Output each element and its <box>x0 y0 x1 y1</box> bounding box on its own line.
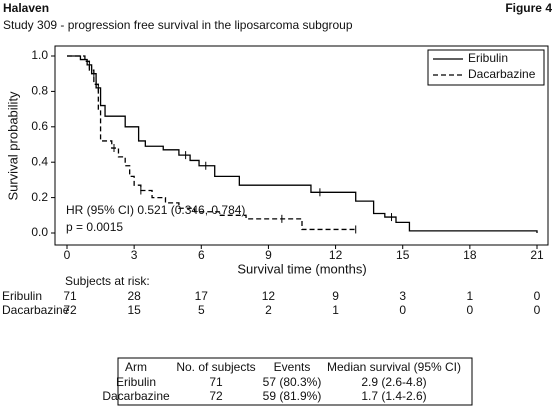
x-tick-label: 6 <box>198 248 205 262</box>
legend-label: Dacarbazine <box>468 67 536 81</box>
risk-count: 12 <box>262 289 276 303</box>
risk-count: 0 <box>399 303 406 317</box>
summary-frame <box>117 357 473 406</box>
legend-label: Eribulin <box>468 51 508 65</box>
x-tick-label: 21 <box>530 248 544 262</box>
summary-header: Median survival (95% CI) <box>327 360 461 374</box>
y-tick-label: 0.4 <box>31 154 48 168</box>
y-tick-label: 1.0 <box>31 48 48 62</box>
risk-count: 2 <box>265 303 272 317</box>
summary-cell: 57 (80.3%) <box>263 375 322 389</box>
y-tick-label: 0.2 <box>31 190 48 204</box>
annotation: HR (95% CI) 0.521 (0.346, 0.784) <box>66 203 245 217</box>
header-title: Halaven <box>3 1 49 15</box>
y-tick-label: 0.0 <box>31 225 48 239</box>
summary-cell: Eribulin <box>116 375 156 389</box>
x-tick-label: 18 <box>463 248 477 262</box>
chart-title: Study 309 - progression free survival in… <box>3 18 353 32</box>
risk-count: 0 <box>534 289 541 303</box>
risk-count: 72 <box>63 303 77 317</box>
y-tick-label: 0.6 <box>31 119 48 133</box>
risk-count: 0 <box>467 303 474 317</box>
summary-cell: 71 <box>209 375 223 389</box>
x-axis-label: Survival time (months) <box>237 261 366 276</box>
summary-cell: 2.9 (2.6-4.8) <box>361 375 426 389</box>
summary-cell: 1.7 (1.4-2.6) <box>361 389 426 403</box>
y-tick-label: 0.8 <box>31 84 48 98</box>
x-tick-label: 9 <box>265 248 272 262</box>
risk-arm: Dacarbazine <box>2 303 70 317</box>
x-tick-label: 15 <box>396 248 410 262</box>
risk-title: Subjects at risk: <box>65 274 150 288</box>
survival-curve <box>67 55 356 231</box>
survival-curve <box>67 55 538 233</box>
risk-count: 3 <box>399 289 406 303</box>
summary-cell: Dacarbazine <box>102 389 170 403</box>
summary-cell: 72 <box>209 389 223 403</box>
risk-count: 0 <box>534 303 541 317</box>
summary-cell: 59 (81.9%) <box>263 389 322 403</box>
y-axis-label: Survival probability <box>5 91 20 201</box>
annotation: p = 0.0015 <box>66 220 123 234</box>
risk-count: 1 <box>332 303 339 317</box>
summary-header: Arm <box>125 360 147 374</box>
risk-count: 1 <box>467 289 474 303</box>
risk-count: 9 <box>332 289 339 303</box>
risk-count: 17 <box>195 289 209 303</box>
risk-count: 15 <box>127 303 141 317</box>
figure-label: Figure 4 <box>505 1 552 15</box>
summary-header: Events <box>274 360 311 374</box>
risk-arm: Eribulin <box>2 289 42 303</box>
x-tick-label: 12 <box>329 248 343 262</box>
risk-count: 5 <box>198 303 205 317</box>
risk-count: 71 <box>63 289 77 303</box>
legend-frame <box>427 49 545 86</box>
x-tick-label: 3 <box>131 248 138 262</box>
summary-header: No. of subjects <box>176 360 255 374</box>
plot-frame <box>54 45 549 246</box>
x-tick-label: 0 <box>64 248 71 262</box>
risk-count: 28 <box>127 289 141 303</box>
